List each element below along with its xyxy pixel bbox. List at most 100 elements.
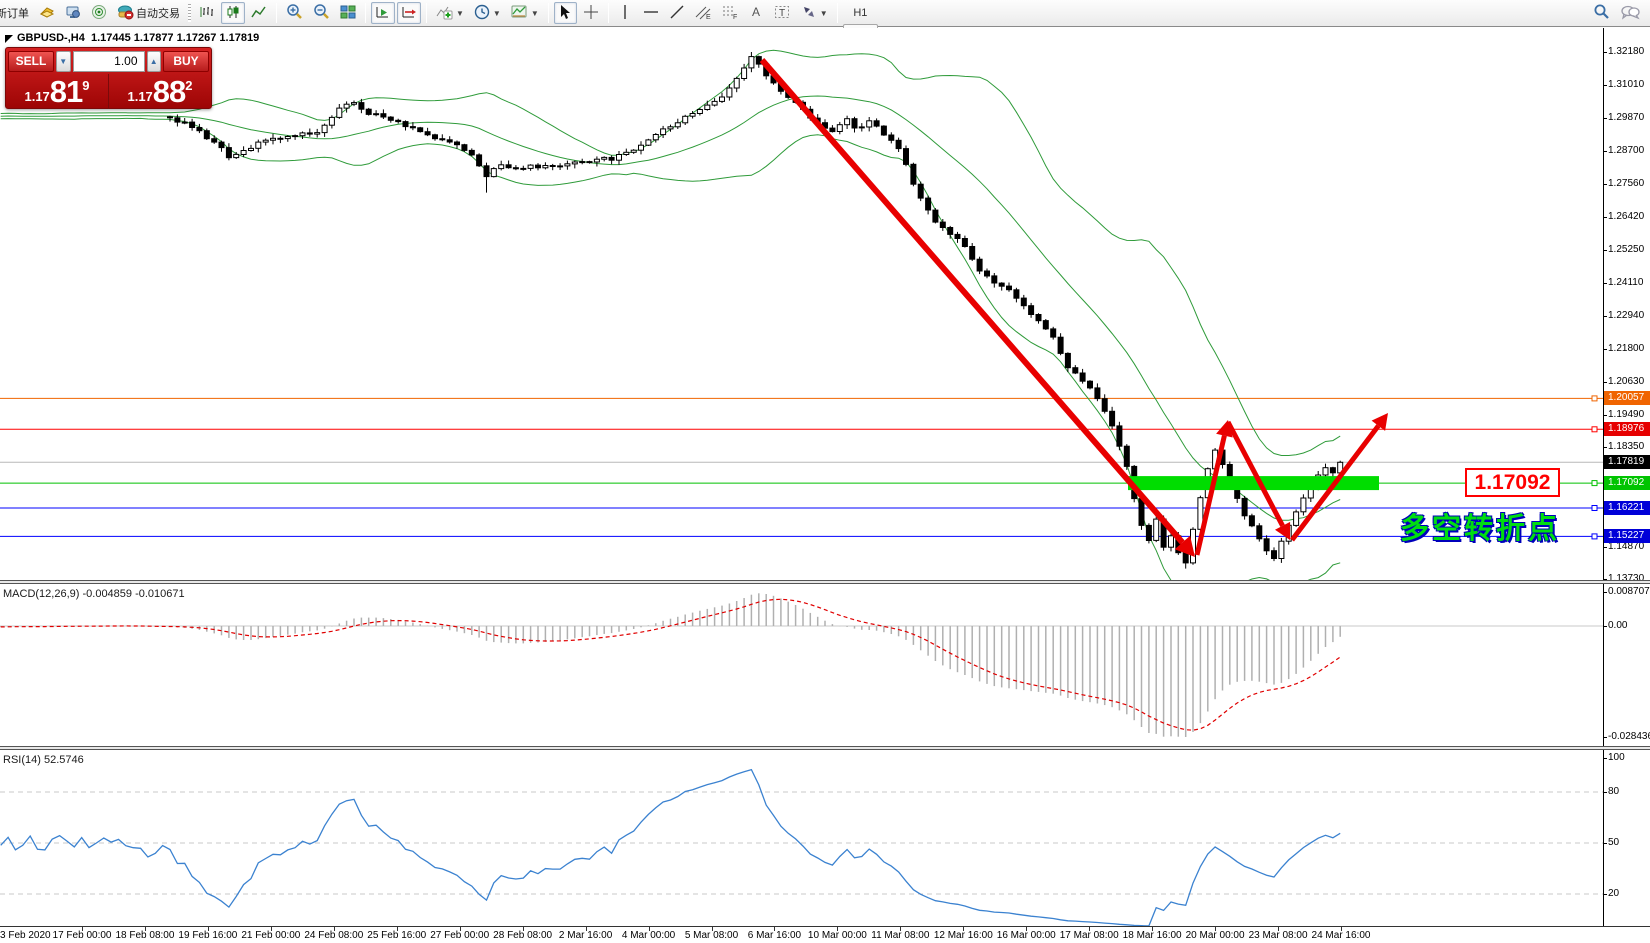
price-axis-tick: 1.20630 <box>1602 376 1645 387</box>
buy-button[interactable]: BUY <box>163 50 209 72</box>
search-button[interactable] <box>1589 2 1614 24</box>
bar-chart-type-button[interactable] <box>195 2 219 24</box>
buy-price-pip: 2 <box>185 78 193 93</box>
periods-dropdown-arrow[interactable]: ▼ <box>492 8 501 18</box>
chart-title-symbol: GBPUSD-,H4 <box>17 32 85 44</box>
time-axis-tick <box>459 927 461 931</box>
auto-scroll-button[interactable] <box>371 2 395 24</box>
time-axis-label: 21 Feb 00:00 <box>241 930 301 941</box>
candlestick-icon <box>225 4 241 23</box>
arrows-dropdown-arrow[interactable]: ▼ <box>819 8 828 18</box>
vertical-line-button[interactable] <box>614 2 637 24</box>
time-axis-tick <box>333 927 335 931</box>
clock-icon <box>474 4 490 23</box>
sell-price-big: 81 <box>49 74 83 109</box>
tile-windows-button[interactable] <box>336 2 360 24</box>
new-order-button[interactable]: 新订单 <box>0 2 33 24</box>
terminal-user-icon <box>65 4 81 23</box>
time-axis-tick <box>1026 927 1028 931</box>
periods-button[interactable]: ▼ <box>470 2 505 24</box>
price-axis-tick: 1.14870 <box>1602 540 1645 552</box>
line-chart-type-button[interactable] <box>247 2 271 24</box>
chart-shift-button[interactable] <box>397 2 421 24</box>
price-annotation-box[interactable]: 1.17092 <box>1465 468 1560 497</box>
price-chart-canvas[interactable] <box>0 28 1603 580</box>
rsi-axis-tick: 100 <box>1603 752 1625 763</box>
time-axis-tick <box>144 927 146 931</box>
fibonacci-button[interactable]: F <box>718 2 743 24</box>
cursor-button[interactable] <box>553 2 577 24</box>
timeframe-button-H1[interactable]: H1 <box>853 7 868 19</box>
pane-splitter-rsi[interactable] <box>0 746 1650 750</box>
fibonacci-icon: F <box>722 4 739 23</box>
chart-shift-icon <box>401 4 417 23</box>
time-axis-label: 6 Mar 16:00 <box>747 930 802 941</box>
time-axis-tick <box>963 927 965 931</box>
time-axis-label: 17 Feb 00:00 <box>52 930 112 941</box>
price-axis-tick: 1.13730 <box>1602 573 1645 585</box>
accounts-button[interactable] <box>61 2 85 24</box>
time-axis-label: 24 Feb 08:00 <box>304 930 364 941</box>
chart-title-ohlc: 1.17445 1.17877 1.17267 1.17819 <box>90 32 260 44</box>
time-axis-label: 16 Mar 00:00 <box>996 930 1056 941</box>
zoom-in-button[interactable] <box>282 2 307 24</box>
trendline-button[interactable] <box>665 2 689 24</box>
sell-price-display[interactable]: 1.17 81 9 <box>6 74 109 109</box>
history-center-button[interactable] <box>35 2 59 24</box>
time-axis-label: 5 Mar 08:00 <box>684 930 739 941</box>
text-button[interactable]: A <box>745 2 768 24</box>
crosshair-button[interactable] <box>579 2 603 24</box>
chat-icon <box>1620 4 1640 23</box>
text-label-button[interactable]: T <box>770 2 795 24</box>
volume-increase-button[interactable]: ▲ <box>146 50 161 72</box>
horizontal-line-button[interactable] <box>639 2 663 24</box>
signal-icon <box>91 4 107 23</box>
macd-pane-canvas[interactable] <box>0 584 1603 746</box>
macd-axis-tick: 0.00 <box>1602 620 1628 631</box>
svg-text:E: E <box>706 14 711 20</box>
time-axis[interactable]: 3 Feb 2020 17 Feb 00:00 18 Feb 08:00 19 Feb… <box>0 926 1650 943</box>
tile-windows-icon <box>340 4 356 23</box>
time-axis-tick <box>1152 927 1154 931</box>
indicators-icon <box>436 4 453 23</box>
toolbar-separator <box>547 3 549 23</box>
price-axis[interactable]: 1.32180 1.31010 1.29870 1.28700 1.27560 1.264… <box>1602 28 1650 926</box>
chart-area[interactable]: GBPUSD-,H4 1.17445 1.17877 1.17267 1.178… <box>0 28 1650 943</box>
shapes-arrows-icon <box>801 4 817 23</box>
pane-splitter-macd[interactable] <box>0 580 1650 584</box>
sell-button[interactable]: SELL <box>8 50 54 72</box>
arrows-button[interactable]: ▼ <box>797 2 832 24</box>
toolbar-separator <box>365 3 366 23</box>
zoom-out-icon <box>313 3 330 23</box>
new-order-label: 新订单 <box>0 8 29 20</box>
volume-input[interactable] <box>72 50 145 72</box>
indicators-dropdown-arrow[interactable]: ▼ <box>456 8 464 18</box>
time-axis-tick <box>82 927 83 931</box>
candlestick-chart-type-button[interactable] <box>221 2 245 24</box>
indicators-button[interactable]: ▼ <box>432 2 468 24</box>
equidistant-channel-button[interactable]: E <box>691 2 716 24</box>
time-axis-tick <box>396 927 398 931</box>
templates-dropdown-arrow[interactable]: ▼ <box>530 8 539 18</box>
time-axis-tick <box>1341 927 1342 931</box>
buy-price-display[interactable]: 1.17 88 2 <box>109 74 211 109</box>
zoom-out-button[interactable] <box>309 2 334 24</box>
rsi-pane-canvas[interactable] <box>0 750 1603 926</box>
volume-decrease-button[interactable]: ▼ <box>56 50 71 72</box>
chat-button[interactable] <box>1616 2 1644 24</box>
rsi-axis-tick: 80 <box>1602 786 1620 797</box>
time-axis-label: 3 Feb 2020 <box>0 930 51 941</box>
templates-button[interactable]: ▼ <box>507 2 543 24</box>
signals-button[interactable] <box>87 2 111 24</box>
time-axis-label: 27 Feb 00:00 <box>430 930 490 941</box>
search-icon <box>1593 3 1610 23</box>
time-axis-label: 2 Mar 16:00 <box>558 930 613 941</box>
vertical-line-icon <box>619 4 631 23</box>
time-axis-label: 24 Mar 16:00 <box>1311 930 1371 941</box>
toolbar-grip <box>188 4 191 22</box>
time-axis-label: 17 Mar 08:00 <box>1059 930 1119 941</box>
autotrading-button[interactable]: 自动交易 <box>113 2 184 24</box>
macd-axis-tick: 0.008707 <box>1603 585 1650 597</box>
turning-point-annotation[interactable]: 多空转折点 <box>1400 513 1561 545</box>
channel-icon: E <box>695 4 712 23</box>
